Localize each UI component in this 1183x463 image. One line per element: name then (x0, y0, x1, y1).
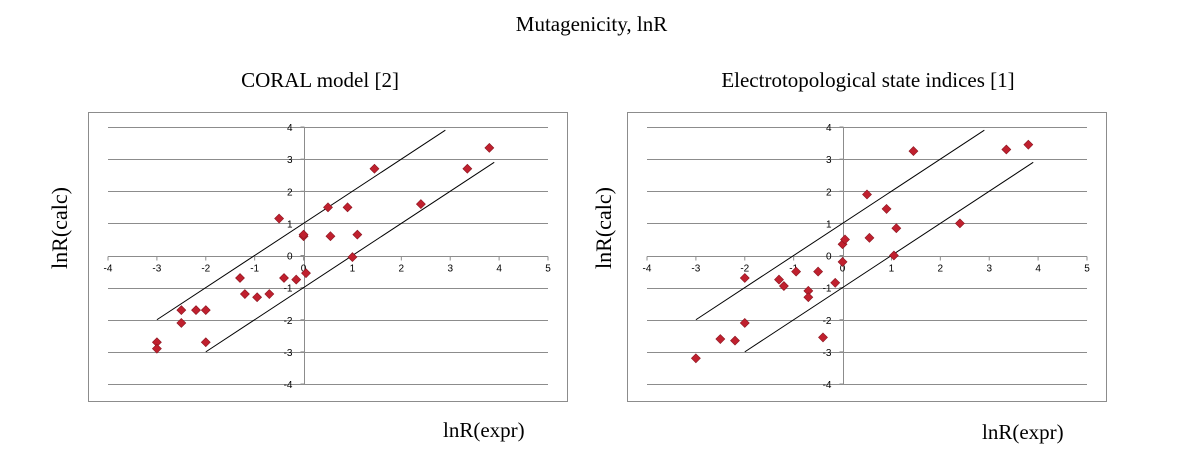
chart-1-data-point (739, 273, 750, 283)
chart-0-data-point (279, 273, 289, 283)
chart-0-data-point (252, 292, 263, 303)
chart-1-x-tick-label: 3 (986, 264, 992, 275)
chart-0-data-point (151, 343, 162, 354)
chart-0-data-point (484, 142, 495, 153)
chart-0-x-tick-label: 1 (350, 264, 356, 275)
chart-1-data-point (908, 146, 919, 157)
chart-1-y-tick-label: 4 (826, 123, 832, 134)
chart-1-data-point (803, 292, 814, 303)
chart-1-data-point (730, 335, 740, 346)
chart-1-data-point (864, 232, 875, 243)
y-axis-label-coral: lnR(calc) (47, 187, 72, 269)
chart-0-data-point (200, 305, 211, 316)
chart-0-data-point (347, 252, 358, 263)
chart-0-y-tick-label: 3 (287, 155, 293, 166)
chart-0-data-point (274, 213, 285, 224)
chart-0-data-point (200, 337, 211, 348)
chart-1-data-point (690, 353, 701, 364)
chart-0-data-point (291, 274, 302, 285)
chart-0-x-tick-label: 3 (447, 264, 453, 275)
chart-0-y-tick-label: -2 (284, 316, 293, 327)
chart-0-x-tick-label: -4 (104, 264, 113, 275)
chart-1-data-point (778, 281, 789, 291)
chart-0-data-point (191, 305, 201, 316)
chart-0-y-tick-label: 4 (287, 123, 293, 134)
chart-0-data-point (301, 268, 311, 279)
chart-0-y-tick-label: 2 (287, 187, 293, 198)
chart-1-data-point (774, 274, 784, 285)
chart-1-x-tick-label: -3 (691, 264, 700, 275)
chart-0-data-point (176, 318, 187, 328)
chart-0-y-tick-label: -4 (284, 380, 293, 391)
chart-0-data-point (176, 305, 187, 316)
chart-0-x-tick-label: 0 (301, 264, 307, 275)
chart-title-coral: CORAL model [2] (241, 68, 399, 92)
chart-1-data-point (791, 266, 802, 277)
chart-0-x-tick-label: 4 (496, 264, 502, 275)
chart-1-y-tick-label: -2 (823, 316, 832, 327)
chart-1-x-tick-label: -4 (643, 264, 652, 275)
chart-0-data-point (415, 199, 426, 210)
chart-1-reference-line (744, 161, 1034, 353)
chart-1-y-tick-label: 0 (826, 252, 832, 263)
chart-1-y-tick-label: -1 (823, 284, 832, 295)
scatter-chart-coral: -4 -3 -2 -1 0 1 2 3 4 5 -4 -3 -2 -1 0 1 2 3 4 (88, 112, 568, 402)
chart-1-data-point (818, 332, 828, 343)
chart-1-data-point (862, 189, 872, 200)
x-axis-label-estate: lnR(expr) (982, 420, 1064, 444)
chart-0-data-point (298, 229, 309, 240)
chart-1-x-tick-label: -2 (740, 264, 749, 275)
chart-1-y-tick-label: -3 (823, 348, 832, 359)
chart-0-data-point (369, 163, 380, 174)
x-axis-label-coral: lnR(expr) (443, 418, 525, 442)
y-axis-label-estate: lnR(calc) (591, 187, 616, 269)
chart-1-y-tick-label: -4 (823, 380, 832, 391)
chart-1-data-point (1001, 144, 1012, 155)
chart-0-x-tick-label: 5 (545, 264, 551, 275)
chart-1-data-point (837, 257, 848, 267)
chart-0-x-tick-label: -2 (201, 264, 210, 275)
chart-title-estate: Electrotopological state indices [1] (721, 68, 1015, 92)
chart-0-data-point (323, 202, 333, 213)
chart-1-data-point (891, 223, 902, 234)
chart-0-x-tick-label: -3 (152, 264, 161, 275)
chart-1-y-tick-label: 1 (826, 219, 832, 230)
chart-1-x-tick-label: 1 (889, 264, 895, 275)
chart-0-data-point (342, 202, 353, 213)
chart-0-data-point (325, 231, 336, 242)
chart-0-reference-line (156, 129, 446, 321)
figure-title: Mutagenicity, lnR (515, 12, 668, 36)
chart-1-y-tick-label: 3 (826, 155, 832, 166)
chart-1-data-point (830, 277, 841, 288)
chart-0-x-tick-label: 2 (399, 264, 405, 275)
chart-1-x-tick-label: 4 (1035, 264, 1041, 275)
chart-0-data-point (239, 289, 250, 299)
chart-1-y-tick-label: 2 (826, 187, 832, 198)
chart-1-data-point (813, 266, 824, 277)
chart-0-x-tick-label: -1 (250, 264, 259, 275)
chart-0-data-point (352, 229, 363, 240)
chart-1-data-point (840, 234, 850, 245)
chart-1-data-point (1023, 139, 1034, 150)
chart-0-data-point (235, 273, 245, 283)
chart-0-data-point (462, 163, 473, 174)
chart-0-data-point (264, 289, 275, 299)
chart-1-x-tick-label: 0 (840, 264, 846, 275)
chart-1-reference-line (695, 129, 985, 321)
chart-1-data-point (739, 318, 750, 328)
chart-0-y-tick-label: -1 (284, 284, 293, 295)
chart-1-data-point (715, 334, 726, 344)
chart-0-y-tick-label: 0 (287, 252, 293, 263)
chart-0-y-tick-label: -3 (284, 348, 293, 359)
chart-1-x-tick-label: 5 (1084, 264, 1090, 275)
chart-1-data-point (954, 218, 965, 229)
chart-1-x-tick-label: 2 (938, 264, 944, 275)
chart-0-y-tick-label: 1 (287, 219, 293, 230)
chart-1-data-point (888, 250, 899, 261)
chart-1-data-point (881, 203, 892, 214)
